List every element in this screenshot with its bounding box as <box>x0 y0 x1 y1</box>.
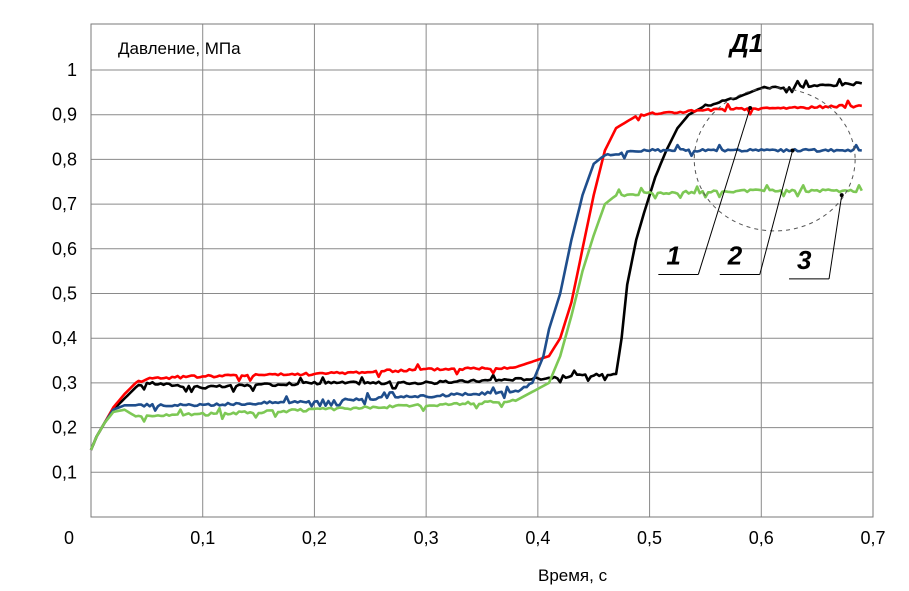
leader-dot <box>748 105 753 110</box>
series-line <box>89 184 863 451</box>
leader-line <box>697 107 751 275</box>
x-tick-label: 0,3 <box>414 528 439 548</box>
y-tick-label: 0,4 <box>52 328 77 348</box>
leader-dot <box>790 148 795 153</box>
x-tick-label: 0,6 <box>749 528 774 548</box>
x-tick-label: 0,2 <box>302 528 327 548</box>
callout-label: Д1 <box>728 28 763 58</box>
y-tick-label: 0,3 <box>52 373 77 393</box>
series-line <box>89 99 862 451</box>
y-tick-label: 0,8 <box>52 149 77 169</box>
y-tick-label: 0,6 <box>52 239 77 259</box>
y-axis-title: Давление, МПа <box>118 39 241 58</box>
series-line <box>89 77 863 451</box>
annotations: Д1 1 2 3 <box>658 28 856 280</box>
tick-labels: 0 0,1 0,2 0,3 0,4 0,5 0,6 0,7 0,1 0,2 0,3 0,4 0,5 0,6… <box>52 60 886 548</box>
callout-label: 3 <box>797 245 812 275</box>
highlight-circle <box>693 87 856 232</box>
leader-line <box>828 195 843 279</box>
leader-dot <box>839 193 844 198</box>
y-tick-label: 0,1 <box>52 462 77 482</box>
x-tick-label: 0,1 <box>190 528 215 548</box>
x-tick-label: 0 <box>64 528 74 548</box>
callout-label: 2 <box>727 240 743 270</box>
y-tick-label: 0,2 <box>52 418 77 438</box>
plot-frame <box>90 23 874 518</box>
y-tick-label: 1 <box>67 60 77 80</box>
x-tick-label: 0,4 <box>525 528 550 548</box>
y-tick-label: 0,7 <box>52 194 77 214</box>
y-tick-label: 0,9 <box>52 105 77 125</box>
callout-label: 1 <box>666 240 680 270</box>
series-line <box>89 143 862 451</box>
grid-lines <box>91 24 873 517</box>
leader-line <box>759 150 794 275</box>
series-lines <box>89 77 863 451</box>
y-tick-label: 0,5 <box>52 284 77 304</box>
x-tick-label: 0,5 <box>637 528 662 548</box>
x-tick-label: 0,7 <box>860 528 885 548</box>
x-axis-title: Время, с <box>538 566 608 585</box>
